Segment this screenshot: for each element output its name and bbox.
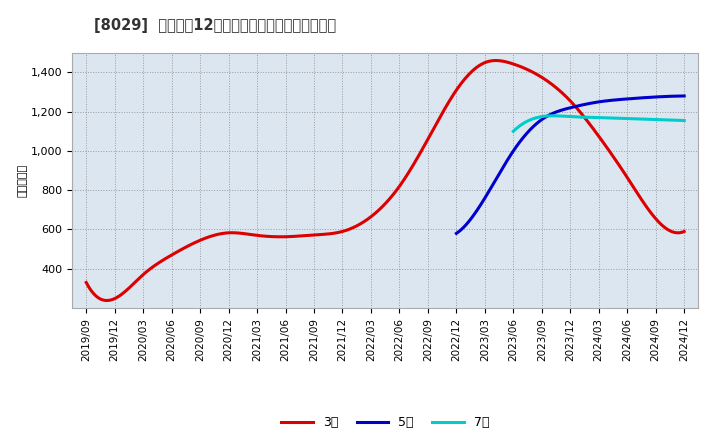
5年 xyxy=(675,93,683,99)
7年 xyxy=(602,115,611,121)
3年 xyxy=(680,229,688,234)
7年 xyxy=(549,113,557,118)
7年 xyxy=(611,115,620,121)
3年 xyxy=(82,280,91,285)
5年 xyxy=(452,231,461,236)
7年 xyxy=(592,115,600,120)
3年 xyxy=(492,58,500,63)
Text: [8029]  経常利益12か月移動合計の標準偏差の推移: [8029] 経常利益12か月移動合計の標準偏差の推移 xyxy=(94,18,336,33)
Line: 7年: 7年 xyxy=(513,116,684,131)
5年 xyxy=(680,93,688,99)
3年 xyxy=(367,214,376,219)
3年 xyxy=(371,211,379,216)
7年 xyxy=(649,117,658,122)
5年 xyxy=(562,106,570,111)
Line: 5年: 5年 xyxy=(456,96,684,233)
5年 xyxy=(575,103,584,108)
5年 xyxy=(588,100,596,106)
3年 xyxy=(407,166,415,172)
Y-axis label: （百万円）: （百万円） xyxy=(18,164,28,197)
7年 xyxy=(676,118,685,123)
Legend: 3年, 5年, 7年: 3年, 5年, 7年 xyxy=(276,411,494,434)
5年 xyxy=(560,106,569,112)
5年 xyxy=(639,95,647,100)
3年 xyxy=(102,298,111,303)
3年 xyxy=(439,109,448,114)
7年 xyxy=(509,128,518,134)
3年 xyxy=(575,108,583,113)
7年 xyxy=(590,115,599,120)
7年 xyxy=(680,118,688,123)
3年 xyxy=(668,229,677,235)
Line: 3年: 3年 xyxy=(86,61,684,301)
